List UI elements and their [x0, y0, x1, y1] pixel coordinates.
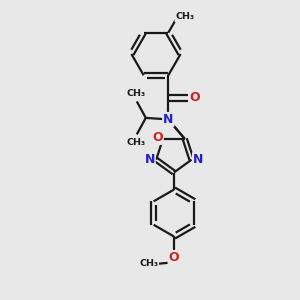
- Text: O: O: [169, 251, 179, 264]
- Text: O: O: [189, 91, 200, 104]
- Text: CH₃: CH₃: [126, 138, 146, 147]
- Text: CH₃: CH₃: [176, 12, 194, 21]
- Text: O: O: [152, 131, 163, 144]
- Text: CH₃: CH₃: [126, 88, 146, 98]
- Text: N: N: [163, 113, 173, 126]
- Text: N: N: [193, 153, 203, 166]
- Text: CH₃: CH₃: [139, 259, 158, 268]
- Text: N: N: [144, 153, 155, 166]
